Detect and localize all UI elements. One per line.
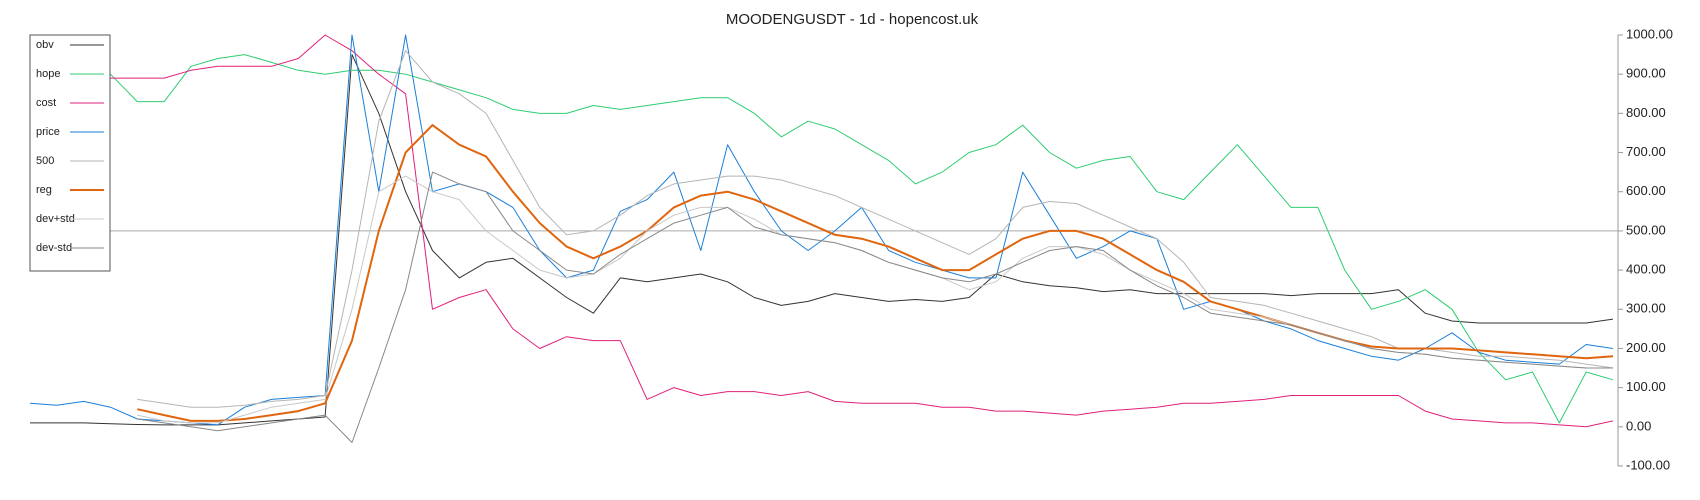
series-line [137, 50, 1614, 408]
y-tick-label: 1000.00 [1626, 26, 1673, 41]
y-tick-label: 600.00 [1626, 183, 1666, 198]
y-tick-label: 300.00 [1626, 301, 1666, 316]
legend-label: reg [36, 184, 52, 196]
y-tick-label: 900.00 [1626, 66, 1666, 81]
legend-label: dev+std [36, 213, 75, 225]
y-tick-label: -100.00 [1626, 457, 1670, 472]
series-line [30, 54, 1614, 426]
y-tick-label: 700.00 [1626, 144, 1666, 159]
series-line [110, 54, 1614, 424]
legend-label: hope [36, 68, 60, 80]
y-tick-label: 800.00 [1626, 105, 1666, 120]
series-line [137, 171, 1613, 443]
legend-label: dev-std [36, 242, 72, 254]
y-tick-label: 500.00 [1626, 222, 1666, 237]
legend-label: cost [36, 97, 56, 109]
legend-label: obv [36, 39, 54, 51]
y-tick-label: 400.00 [1626, 262, 1666, 277]
chart-title: MOODENGUSDT - 1d - hopencost.uk [726, 11, 979, 28]
legend: obv hope cost price 500 reg dev+std dev-std [29, 34, 111, 272]
y-tick-label: 200.00 [1626, 340, 1666, 355]
y-tick-label: 100.00 [1626, 379, 1666, 394]
series-line [137, 124, 1614, 422]
legend-label: price [36, 126, 60, 138]
series-line [110, 34, 1614, 428]
y-tick-label: 0.00 [1626, 418, 1651, 433]
legend-label: 500 [36, 155, 54, 167]
